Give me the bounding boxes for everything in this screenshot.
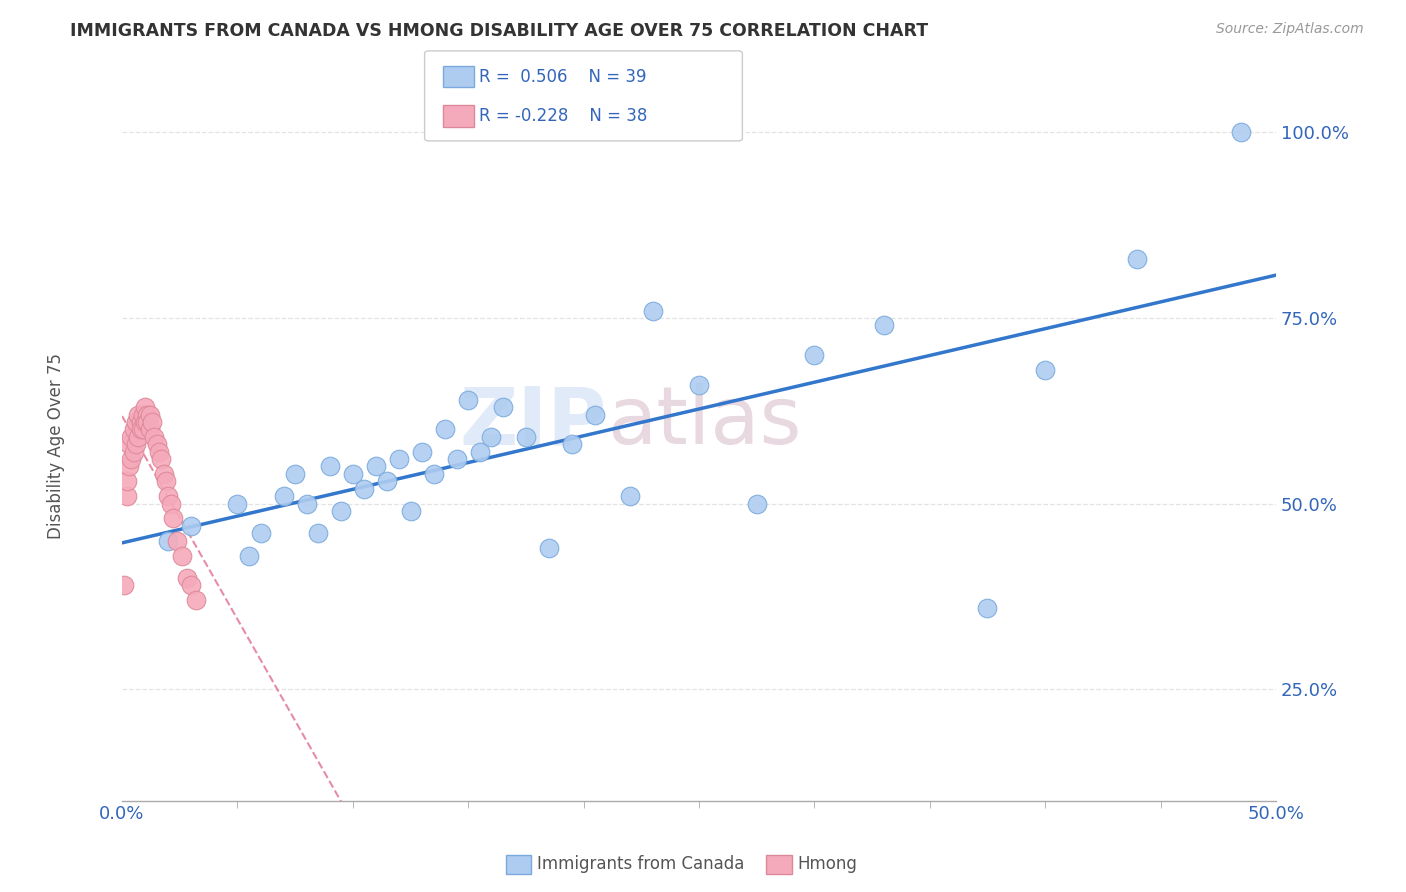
Point xyxy=(159,497,181,511)
Point xyxy=(122,444,145,458)
Point xyxy=(434,422,457,436)
Point xyxy=(139,422,162,436)
Point xyxy=(157,489,180,503)
Point xyxy=(180,519,202,533)
Point xyxy=(688,377,710,392)
Point xyxy=(422,467,444,481)
Point xyxy=(150,452,173,467)
Point xyxy=(176,571,198,585)
Point xyxy=(249,526,271,541)
Point xyxy=(132,422,155,436)
Point xyxy=(457,392,479,407)
Point xyxy=(1033,363,1056,377)
Point xyxy=(129,415,152,429)
Point xyxy=(1230,125,1253,139)
Point xyxy=(388,452,411,467)
Point xyxy=(125,415,148,429)
Point xyxy=(170,549,193,563)
Point xyxy=(515,430,537,444)
Point xyxy=(132,408,155,422)
Point xyxy=(129,422,152,436)
Point xyxy=(148,444,170,458)
Point xyxy=(120,430,142,444)
Point xyxy=(134,415,156,429)
Point xyxy=(112,578,135,592)
Point xyxy=(125,437,148,451)
Point xyxy=(143,430,166,444)
Point xyxy=(118,437,141,451)
Point xyxy=(120,452,142,467)
Point xyxy=(180,578,202,592)
Point xyxy=(377,475,399,489)
Point xyxy=(162,511,184,525)
Text: ZIP: ZIP xyxy=(460,384,607,461)
Text: Immigrants from Canada: Immigrants from Canada xyxy=(537,855,744,873)
Point xyxy=(284,467,307,481)
Point xyxy=(353,482,375,496)
Point xyxy=(238,549,260,563)
Point xyxy=(166,533,188,548)
Point xyxy=(364,459,387,474)
Point xyxy=(152,467,174,481)
Text: IMMIGRANTS FROM CANADA VS HMONG DISABILITY AGE OVER 75 CORRELATION CHART: IMMIGRANTS FROM CANADA VS HMONG DISABILI… xyxy=(70,22,928,40)
Point xyxy=(1126,252,1149,266)
Point xyxy=(134,400,156,414)
Point xyxy=(115,489,138,503)
Point xyxy=(141,415,163,429)
Point xyxy=(295,497,318,511)
Point xyxy=(307,526,329,541)
Point xyxy=(872,318,894,333)
Point xyxy=(122,422,145,436)
Point xyxy=(583,408,606,422)
Point xyxy=(976,600,998,615)
Text: Source: ZipAtlas.com: Source: ZipAtlas.com xyxy=(1216,22,1364,37)
Point xyxy=(537,541,560,556)
Point xyxy=(157,533,180,548)
Point xyxy=(136,408,159,422)
Text: R = -0.228    N = 38: R = -0.228 N = 38 xyxy=(479,107,648,125)
Point xyxy=(446,452,468,467)
Point xyxy=(342,467,364,481)
Point xyxy=(155,475,177,489)
Point xyxy=(127,408,149,422)
Point xyxy=(145,437,167,451)
Point xyxy=(118,459,141,474)
Point xyxy=(468,444,491,458)
Point xyxy=(492,400,515,414)
Point xyxy=(139,408,162,422)
Point xyxy=(479,430,502,444)
Point xyxy=(561,437,583,451)
Text: Disability Age Over 75: Disability Age Over 75 xyxy=(48,353,65,539)
Point xyxy=(399,504,422,518)
Text: R =  0.506    N = 39: R = 0.506 N = 39 xyxy=(479,68,647,86)
Text: atlas: atlas xyxy=(607,384,801,461)
Point xyxy=(330,504,353,518)
Point xyxy=(226,497,249,511)
Text: Hmong: Hmong xyxy=(797,855,858,873)
Point xyxy=(641,303,664,318)
Point xyxy=(136,415,159,429)
Point xyxy=(619,489,641,503)
Point xyxy=(127,430,149,444)
Point xyxy=(115,475,138,489)
Point xyxy=(184,593,207,607)
Point xyxy=(745,497,768,511)
Point xyxy=(319,459,342,474)
Point xyxy=(273,489,295,503)
Point xyxy=(411,444,433,458)
Point xyxy=(803,348,825,362)
